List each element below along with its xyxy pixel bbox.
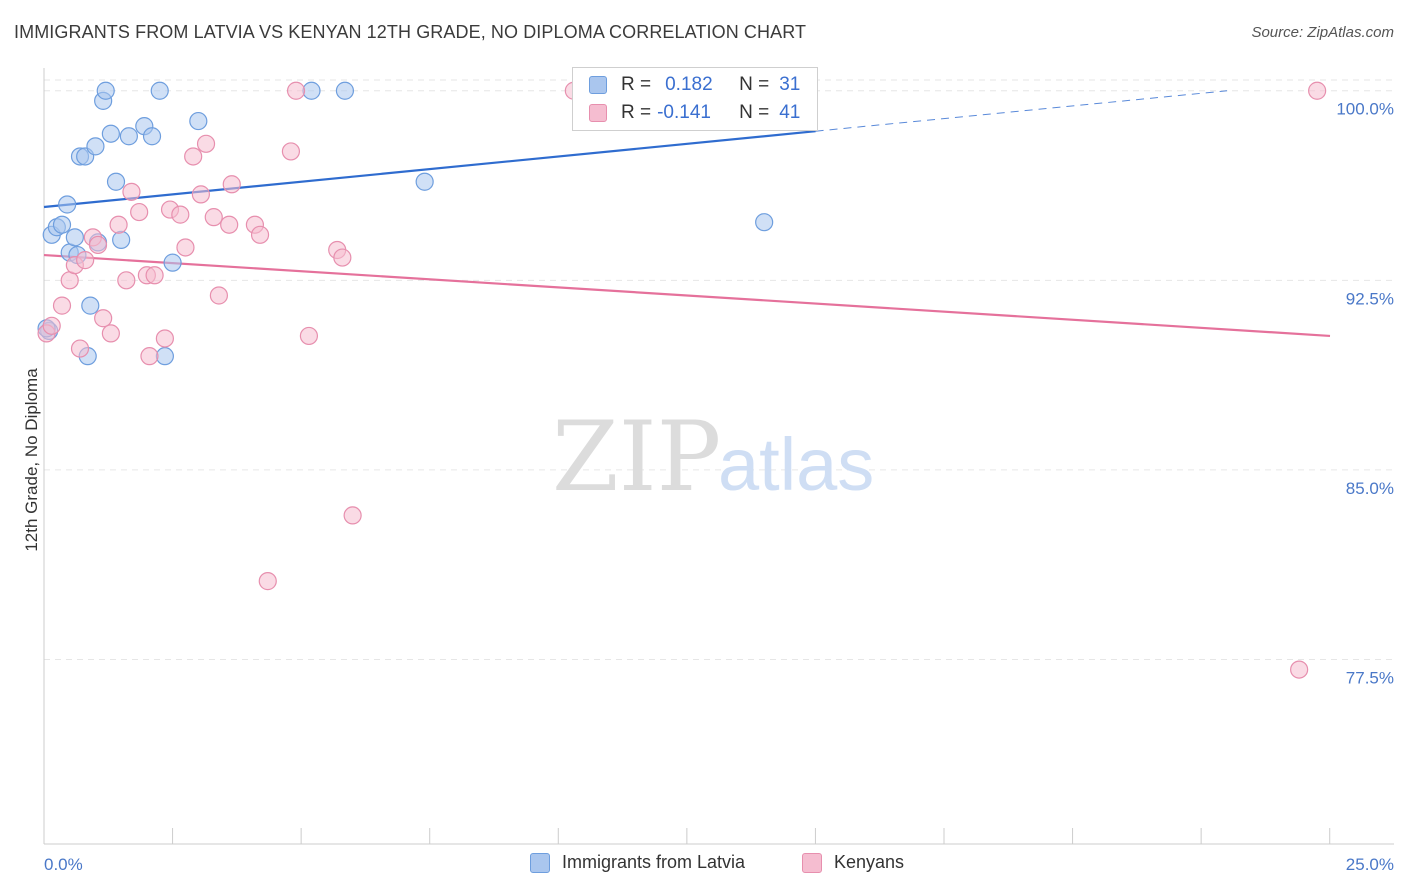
- point-kenyans: [171, 205, 190, 224]
- point-kenyans: [76, 251, 95, 270]
- point-kenyans: [140, 347, 159, 366]
- legend-n-label: N =: [739, 102, 770, 123]
- point-kenyans: [101, 324, 120, 343]
- point-kenyans: [220, 215, 239, 234]
- legend-n-value: 41: [779, 102, 801, 123]
- point-kenyans: [184, 147, 203, 166]
- legend-n-label: N =: [739, 74, 770, 95]
- point-kenyans: [42, 316, 61, 335]
- x-tick-label: 25.0%: [1346, 855, 1394, 874]
- trend-lines: [43, 90, 1331, 338]
- legend-swatch-pink: [589, 104, 607, 122]
- watermark-zip: ZIP: [552, 401, 721, 513]
- point-kenyans: [88, 235, 108, 255]
- point-kenyans: [52, 296, 72, 315]
- legend-r-label: R =: [621, 102, 652, 123]
- legend-item-latvia: Immigrants from Latvia: [530, 852, 745, 873]
- series-legend: Immigrants from Latvia Kenyans: [0, 852, 1406, 878]
- point-kenyans: [122, 182, 141, 201]
- point-kenyans: [299, 326, 319, 346]
- point-kenyans: [94, 309, 113, 328]
- point-kenyans: [286, 81, 306, 100]
- grid-lines: [44, 79, 1394, 660]
- point-latvia: [58, 195, 77, 214]
- y-tick-labels: 77.5% 85.0% 92.5% 100.0%: [1336, 100, 1394, 688]
- data-points: [37, 81, 1327, 679]
- legend-swatch-blue: [589, 76, 607, 94]
- point-latvia: [101, 124, 120, 143]
- point-kenyans: [1290, 660, 1309, 679]
- legend-item-kenyans: Kenyans: [802, 852, 904, 873]
- axes: [43, 68, 1394, 845]
- point-latvia: [106, 172, 126, 191]
- point-latvia: [52, 215, 72, 234]
- legend-label-kenyans: Kenyans: [834, 852, 905, 872]
- x-tick-label: 0.0%: [44, 855, 83, 874]
- point-latvia: [86, 137, 105, 156]
- legend-n-value: 31: [779, 74, 801, 95]
- point-latvia: [755, 213, 774, 232]
- point-latvia: [335, 81, 355, 100]
- point-kenyans: [281, 142, 301, 161]
- y-tick-label: 85.0%: [1346, 479, 1394, 498]
- source-label: Source: ZipAtlas.com: [1251, 24, 1394, 41]
- legend-r-label: R =: [621, 74, 652, 95]
- point-kenyans: [258, 572, 277, 591]
- y-tick-label: 77.5%: [1346, 668, 1394, 687]
- watermark-atlas: atlas: [718, 423, 874, 506]
- y-tick-label: 92.5%: [1346, 289, 1394, 308]
- point-latvia: [150, 81, 169, 100]
- legend-r-value: 0.182: [665, 74, 713, 95]
- point-kenyans: [176, 238, 195, 257]
- point-kenyans: [343, 506, 362, 525]
- trend-line-latvia: [43, 130, 816, 209]
- point-kenyans: [155, 329, 174, 348]
- y-tick-label: 100.0%: [1336, 100, 1394, 119]
- point-kenyans: [209, 286, 228, 305]
- point-latvia: [302, 81, 321, 100]
- point-latvia: [415, 172, 434, 191]
- legend-swatch-pink: [802, 852, 822, 873]
- point-kenyans: [333, 248, 352, 267]
- point-kenyans: [70, 339, 90, 358]
- point-latvia: [65, 228, 84, 247]
- point-latvia: [155, 347, 174, 366]
- point-latvia: [81, 296, 100, 315]
- legend-swatch-blue: [530, 852, 550, 873]
- point-kenyans: [145, 266, 164, 285]
- correlation-legend: R = 0.182 N = 31 R = -0.141 N = 41: [572, 67, 818, 131]
- point-kenyans: [250, 225, 270, 244]
- point-latvia: [142, 127, 162, 146]
- x-tick-labels: 0.0% 25.0%: [44, 855, 1394, 874]
- legend-row-kenyans: R = -0.141 N = 41: [589, 101, 800, 125]
- legend-r-value: -0.141: [657, 102, 711, 123]
- point-kenyans: [117, 271, 136, 290]
- trend-line-latvia-extension: [815, 90, 1228, 132]
- legend-row-latvia: R = 0.182 N = 31: [589, 73, 800, 97]
- point-latvia: [112, 230, 131, 249]
- point-kenyans: [204, 208, 223, 227]
- point-kenyans: [191, 185, 210, 204]
- point-kenyans: [196, 134, 216, 153]
- chart-title: IMMIGRANTS FROM LATVIA VS KENYAN 12TH GR…: [14, 22, 807, 42]
- point-kenyans: [222, 175, 241, 194]
- point-latvia: [163, 253, 182, 272]
- point-latvia: [96, 81, 115, 100]
- watermark: ZIP atlas: [552, 401, 874, 513]
- point-kenyans: [60, 271, 79, 290]
- trend-line-kenyans: [43, 253, 1331, 338]
- legend-label-latvia: Immigrants from Latvia: [562, 852, 746, 872]
- point-kenyans: [109, 215, 128, 234]
- point-latvia: [119, 127, 138, 146]
- point-latvia: [189, 111, 208, 131]
- point-kenyans: [1308, 81, 1327, 100]
- point-kenyans: [130, 202, 149, 222]
